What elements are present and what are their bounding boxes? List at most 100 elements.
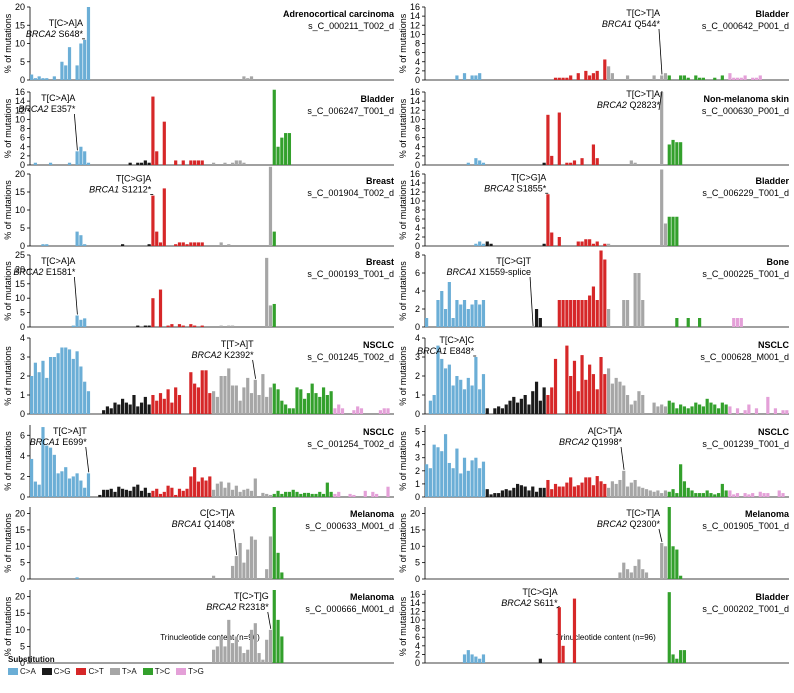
y-tick-label: 15 xyxy=(15,20,25,30)
data-bar xyxy=(618,381,622,414)
data-bar xyxy=(675,408,679,414)
panel-title: Melanoma xyxy=(745,509,790,519)
data-bar xyxy=(508,400,512,414)
data-bar xyxy=(75,231,79,246)
data-bar xyxy=(314,493,318,497)
data-bar xyxy=(474,243,478,246)
data-bar xyxy=(79,366,83,414)
gene-name: BRCA2 xyxy=(597,519,627,529)
data-bar xyxy=(276,490,280,497)
data-bar xyxy=(466,377,470,414)
data-bar xyxy=(212,649,216,663)
data-bar xyxy=(67,47,72,80)
data-bar xyxy=(470,654,474,663)
mutation-annotation-gene: BRCA2 R2318* xyxy=(206,602,269,612)
y-tick-label: 2 xyxy=(415,371,420,381)
data-bar xyxy=(265,639,269,663)
data-bar xyxy=(238,400,242,414)
data-bar xyxy=(356,406,360,414)
y-tick-label: 10 xyxy=(15,541,25,551)
data-bar xyxy=(481,374,486,414)
data-bar xyxy=(485,408,489,414)
data-bar xyxy=(576,391,580,414)
data-bar xyxy=(569,75,573,80)
data-bar xyxy=(136,162,140,165)
annotation-pointer xyxy=(85,446,90,473)
data-bar xyxy=(425,464,429,497)
data-bar xyxy=(170,487,174,497)
data-bar xyxy=(268,494,273,497)
x-axis-label-right: Trinucleotide content (n=96) xyxy=(556,633,656,642)
data-bar xyxy=(48,357,53,414)
data-bar xyxy=(565,162,569,165)
data-bar xyxy=(599,357,603,414)
data-bar xyxy=(386,486,390,497)
mutation-annotation-gene: BRCA2 S1855* xyxy=(484,183,547,193)
y-axis-title: % of mutations xyxy=(398,513,408,573)
data-bar xyxy=(686,408,690,414)
data-bar xyxy=(591,374,596,414)
data-bar xyxy=(60,61,64,80)
data-bar xyxy=(462,457,467,497)
data-bar xyxy=(212,391,216,414)
panel-sample-id: s_C_000225_T001_d xyxy=(702,269,789,279)
data-bar xyxy=(136,406,140,414)
data-bar xyxy=(610,73,614,80)
data-bar xyxy=(633,273,637,327)
data-bar xyxy=(333,408,337,414)
data-bar xyxy=(386,408,390,414)
data-bar xyxy=(41,244,45,246)
y-tick-label: 6 xyxy=(415,133,420,143)
data-bar xyxy=(212,162,216,165)
data-bar xyxy=(478,389,482,414)
data-bar xyxy=(219,325,223,327)
data-bar xyxy=(432,395,436,414)
data-bar xyxy=(30,458,34,497)
data-bar xyxy=(238,646,242,663)
data-bar xyxy=(128,490,132,497)
data-bar xyxy=(227,325,231,327)
data-bar xyxy=(735,408,740,414)
data-bar xyxy=(686,77,690,80)
data-bar xyxy=(151,195,155,246)
data-bar xyxy=(215,396,219,414)
data-bar xyxy=(208,393,212,414)
y-tick-label: 0 xyxy=(20,409,25,419)
data-bar xyxy=(698,77,702,80)
data-bar xyxy=(576,73,580,80)
legend-label-t-g: T>G xyxy=(188,667,204,676)
data-bar xyxy=(557,237,561,246)
data-bar xyxy=(200,370,204,414)
data-bar xyxy=(667,507,671,579)
data-bar xyxy=(265,493,269,497)
panel-sample-id: s_C_000633_M001_d xyxy=(305,521,394,531)
y-tick-label: 0 xyxy=(415,322,420,332)
data-bar xyxy=(174,160,178,165)
data-bar xyxy=(569,477,573,497)
mutation-annotation-gene: BRCA1 E848* xyxy=(417,346,475,356)
data-bar xyxy=(200,160,204,165)
data-bar xyxy=(33,78,37,80)
data-bar xyxy=(242,162,246,165)
data-bar xyxy=(151,298,155,327)
annotation-pointer xyxy=(73,113,78,151)
data-bar xyxy=(588,477,592,497)
data-bar xyxy=(459,304,463,327)
data-bar xyxy=(724,490,728,497)
y-tick-label: 10 xyxy=(410,541,420,551)
mutation-annotation-gene: BRCA2 E357* xyxy=(18,104,76,114)
y-tick-label: 2 xyxy=(415,232,420,242)
data-bar xyxy=(762,493,766,497)
data-bar xyxy=(337,491,341,497)
data-bar xyxy=(785,410,789,414)
data-bar xyxy=(584,379,588,414)
data-bar xyxy=(591,243,596,246)
data-bar xyxy=(591,286,596,327)
data-bar xyxy=(671,546,675,579)
data-bar xyxy=(71,476,75,497)
data-bar xyxy=(625,395,630,414)
y-tick-label: 3 xyxy=(20,352,25,362)
data-bar xyxy=(83,381,87,414)
data-bar xyxy=(705,490,709,497)
annotation-pointer xyxy=(529,276,534,327)
